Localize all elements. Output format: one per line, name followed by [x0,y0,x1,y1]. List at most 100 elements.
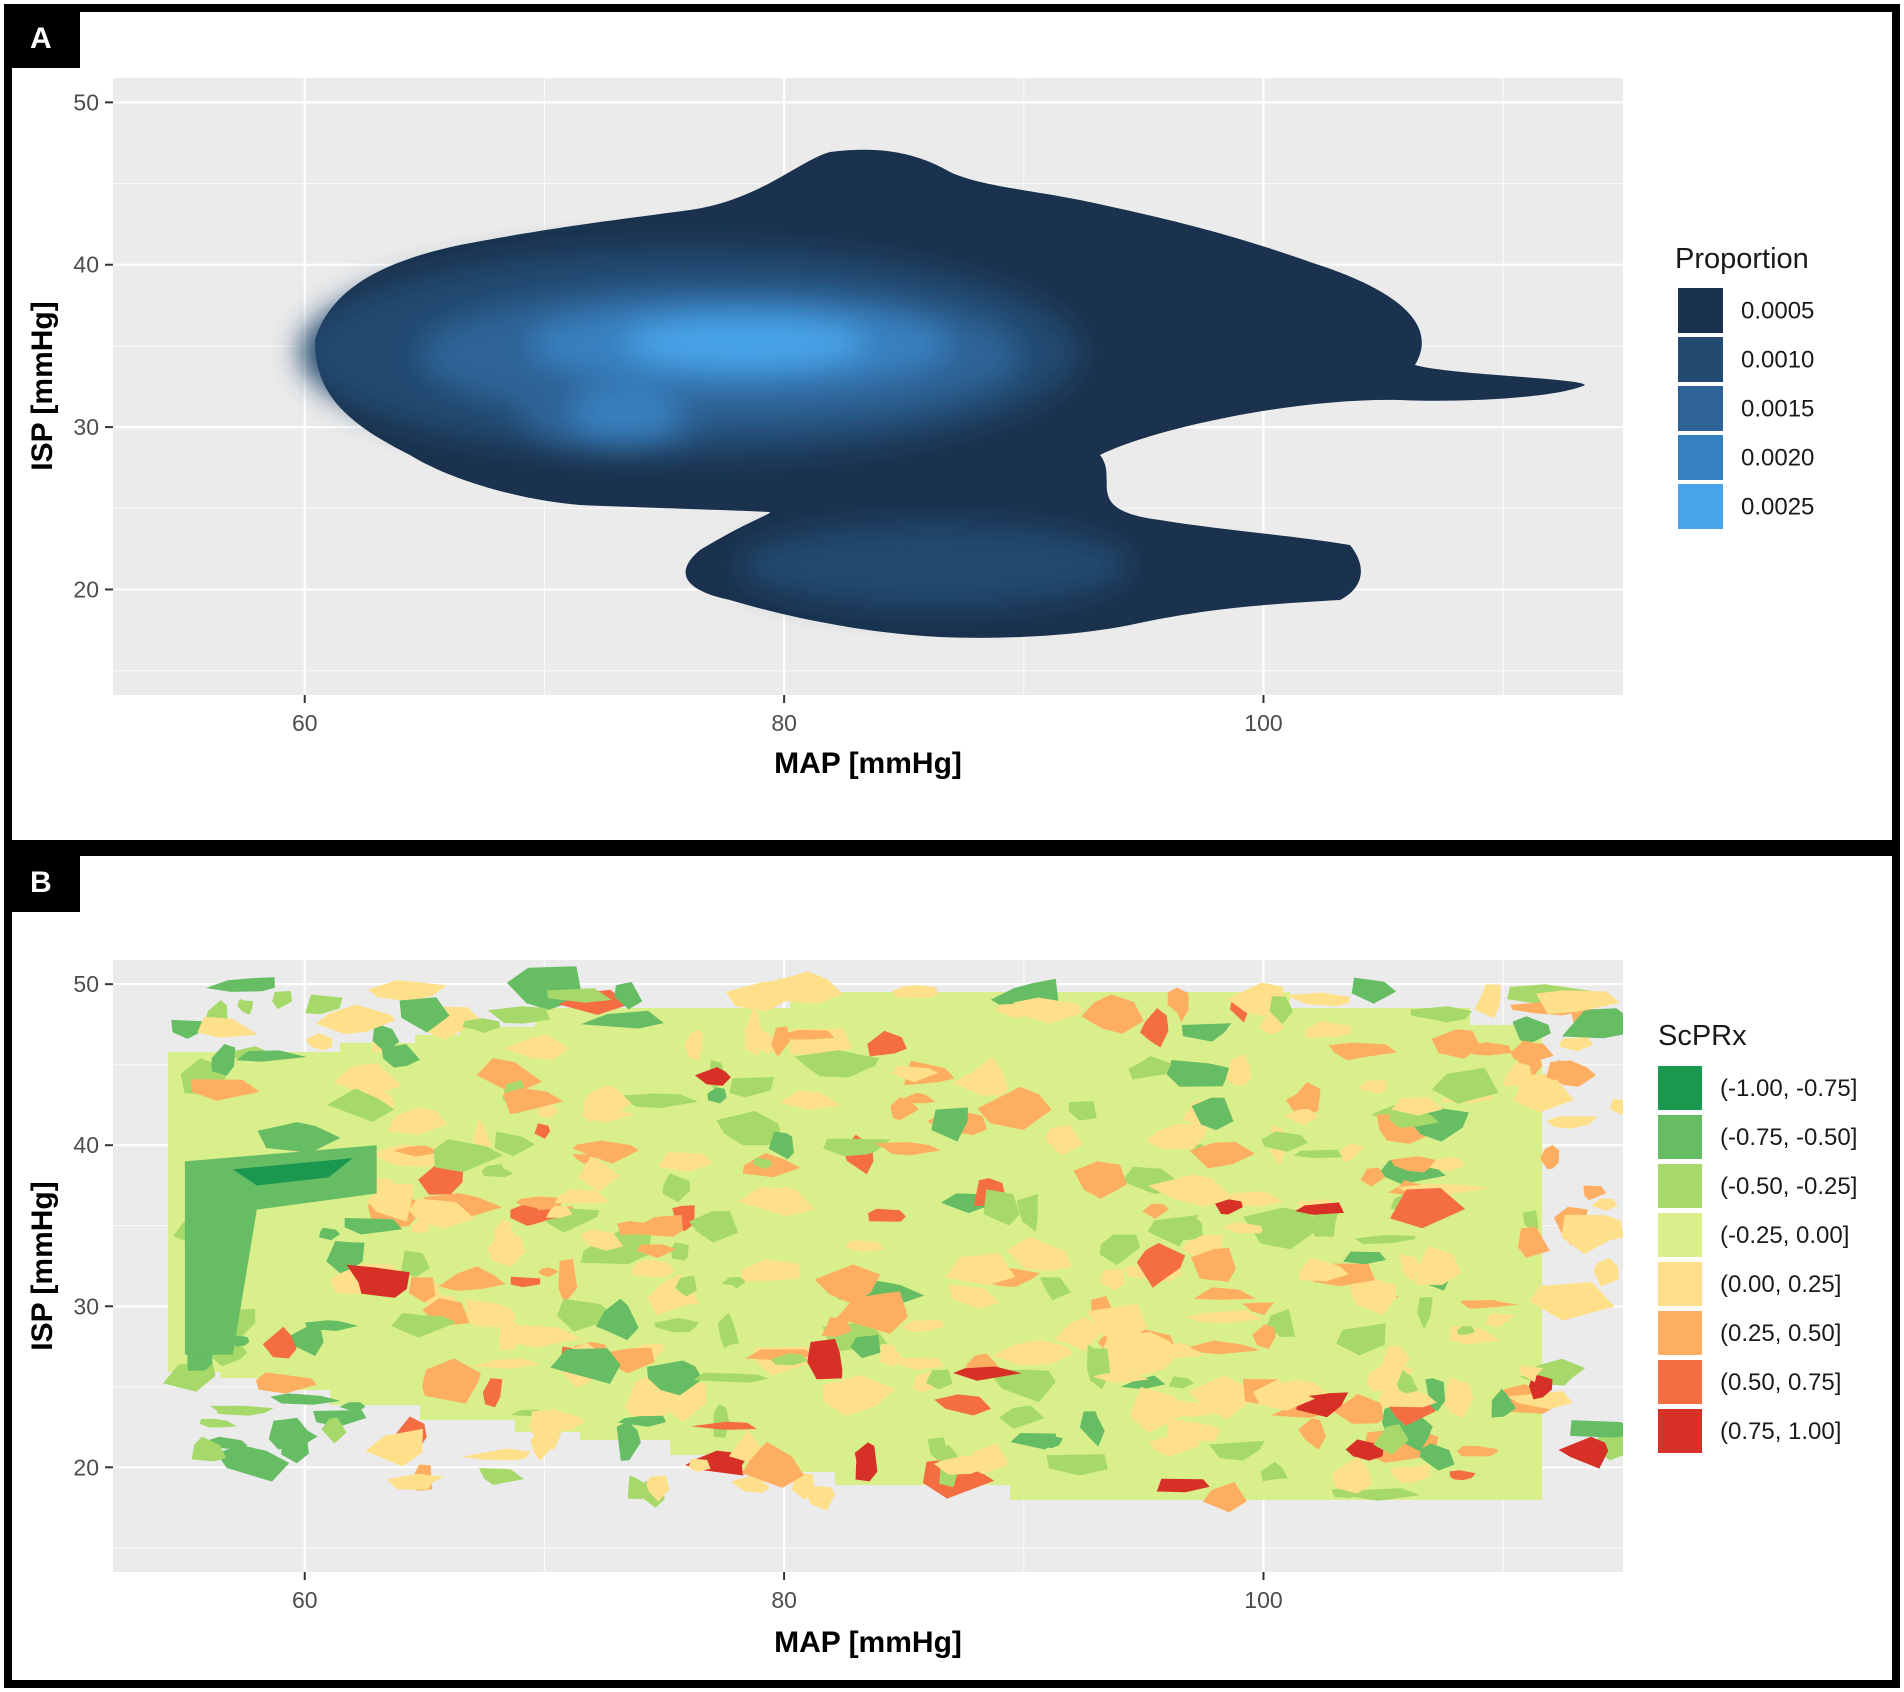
heatmap-cell [1043,1435,1063,1449]
heatmap-cell [305,994,343,1015]
heatmap-cell [1093,1372,1149,1383]
heatmap-cell [1253,1379,1316,1411]
heatmap-cell [716,1110,782,1146]
heatmap-cell [1252,1324,1276,1349]
heatmap-cell [237,999,254,1015]
legend-label: (-0.25, 0.00] [1720,1222,1849,1249]
heatmap-cell [823,1138,891,1157]
heatmap-cell [1145,1123,1207,1149]
heatmap-cell [1068,1101,1097,1121]
heatmap-cell [1120,1375,1166,1390]
heatmap-cell [367,1183,414,1222]
heatmap-cell [1269,996,1294,1025]
y-tick-label: 50 [73,971,99,997]
legend-label: 0.0015 [1741,396,1814,423]
heatmap-cell [1592,1432,1623,1461]
heatmap-cell [503,1034,569,1060]
heatmap-cell [438,1266,506,1291]
heatmap-cell [707,1087,727,1104]
heatmap-cell [684,1029,704,1060]
legend-swatch [1658,1213,1702,1257]
legend-a-title: Proportion [1675,243,1809,275]
heatmap-cell [579,1229,624,1251]
heatmap-cell [1358,1080,1387,1094]
heatmap-cell [1341,1488,1420,1501]
heatmap-cell [471,1358,541,1369]
heatmap-cell [807,1485,835,1511]
heatmap-cell [1443,1377,1474,1418]
heatmap-cell [1010,1433,1057,1450]
heatmap-cell [232,1158,353,1186]
heatmap-patches [163,966,1623,1513]
heatmap-cell [868,1208,906,1222]
heatmap-cell [1474,984,1501,1019]
x-tick-label: 80 [771,710,797,736]
heatmap-cell [675,1275,697,1297]
heatmap-cell [1431,1029,1481,1059]
heatmap-cell [487,1006,551,1024]
heatmap-cell [1583,1185,1607,1201]
heatmap-cell [171,1019,204,1039]
heatmap-cell [346,1264,410,1298]
heatmap-cell [1073,1161,1127,1199]
heatmap-cell [1298,1257,1349,1282]
heatmap-cell [497,1324,582,1348]
heatmap-cell [616,1421,641,1461]
heatmap-cell [1215,1198,1243,1215]
heatmap-cell [433,1139,504,1173]
y-tick-label: 40 [73,252,99,278]
heatmap-cell [1397,1369,1418,1394]
x-tick-label: 100 [1244,1587,1282,1613]
heatmap-cell [1143,1343,1206,1359]
heatmap-cell [1156,1478,1210,1493]
heatmap-cell [1079,1411,1105,1447]
heatmap-cell [290,1327,324,1356]
legend-label: 0.0020 [1741,445,1814,472]
legend-swatch [1658,1409,1702,1453]
y-tick-label: 20 [73,1454,99,1480]
heatmap-cell [807,1338,843,1380]
legend-swatch [1658,1262,1702,1306]
heatmap-cell [1261,1131,1308,1152]
heatmap-cell [1491,1388,1516,1418]
density-level-0020-b [570,387,680,437]
heatmap-cell [1046,1454,1108,1476]
heatmap-cell [738,1186,816,1216]
heatmap-cell [779,1090,841,1110]
panel-a-density [300,149,1585,638]
legend-label: (0.75, 1.00] [1720,1418,1841,1445]
y-tick-label: 40 [73,1132,99,1158]
heatmap-cell [1390,1464,1430,1484]
heatmap-cell [1559,1037,1594,1052]
heatmap-cell [977,1086,1052,1130]
heatmap-cell [752,1157,773,1170]
heatmap-cell [987,1369,1056,1403]
panel-a-tab [8,8,80,68]
x-tick-label: 100 [1244,710,1282,736]
heatmap-cell [1167,987,1189,1023]
heatmap-cell [1191,1247,1236,1282]
heatmap-cell [742,1441,804,1488]
heatmap-cell [636,1244,677,1258]
heatmap-cell [550,1348,621,1384]
heatmap-cell [867,1030,907,1057]
heatmap-cell [1258,1013,1283,1035]
heatmap-cell [1016,1194,1038,1232]
heatmap-cell [647,1360,703,1396]
heatmap-cell [689,1210,739,1243]
heatmap-cell [1086,1303,1148,1349]
heatmap-cell [770,1353,809,1366]
panel-a-letter: A [30,22,52,55]
heatmap-cell [890,1097,919,1121]
heatmap-cell [933,1455,993,1475]
heatmap-cell [1593,1258,1619,1287]
heatmap-cell [1332,1456,1372,1494]
heatmap-cell [327,1088,395,1122]
heatmap-cell [236,1050,307,1062]
legend-swatch [1658,1360,1702,1404]
legend-label: (0.00, 0.25] [1720,1271,1841,1298]
heatmap-cell [1189,1142,1255,1169]
heatmap-cell [545,1205,573,1218]
heatmap-cell [1283,1108,1319,1126]
